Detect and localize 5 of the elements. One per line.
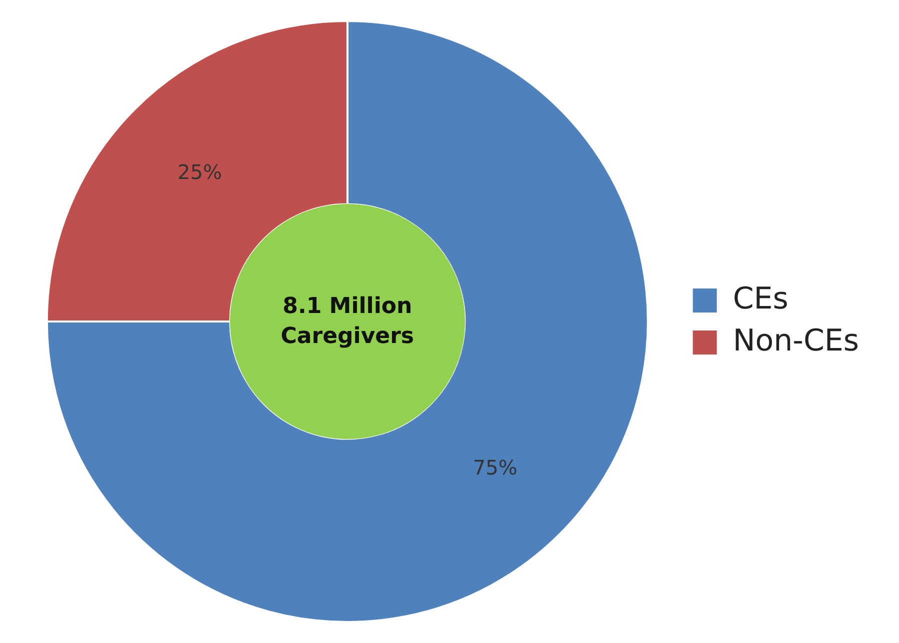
data-label: 75%	[472, 455, 518, 480]
legend-label: CEs	[732, 281, 788, 316]
legend-label: Non-CEs	[732, 323, 860, 358]
data-label: 25%	[178, 160, 222, 184]
text: 8.1 Million Caregivers	[280, 292, 416, 350]
